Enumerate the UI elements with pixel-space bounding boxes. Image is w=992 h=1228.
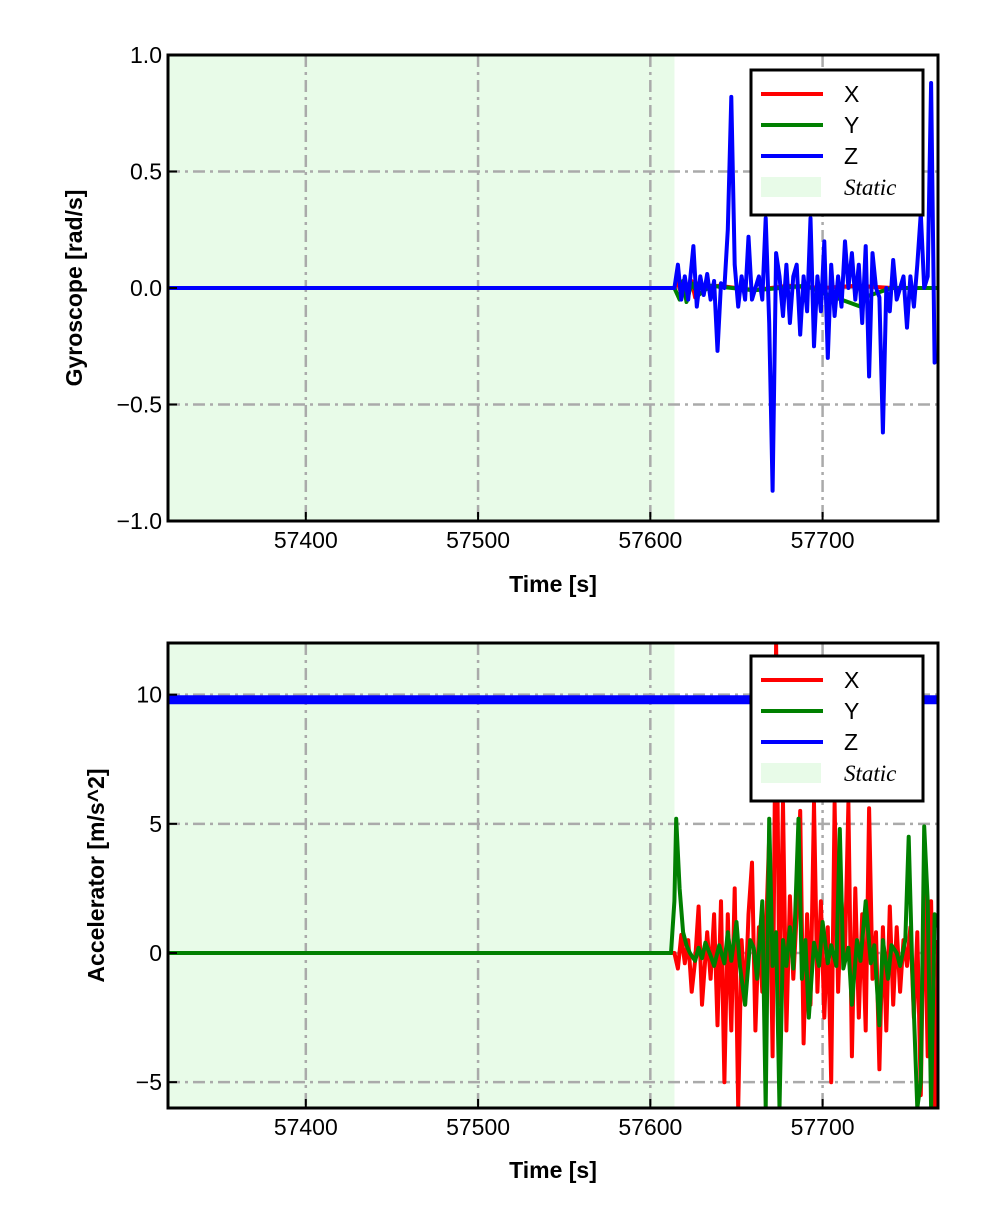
legend: XYZ Static (749, 654, 925, 803)
y-tick-label: −5 (136, 1069, 162, 1095)
x-tick-label: 57600 (618, 527, 682, 553)
series-line-z (168, 81, 938, 493)
y-tick-label: 0 (149, 940, 162, 966)
chart-panel-2: 57400 57500 57600 57700 −5 0 5 10 Time [s] Accele… (83, 641, 940, 1183)
x-tick-label: 57700 (791, 527, 855, 553)
y-axis-title: Gyroscope [rad/s] (61, 190, 87, 387)
legend-label-z: Z (844, 143, 858, 169)
legend-label-x: X (844, 81, 859, 107)
y-tick-label: −0.5 (117, 392, 162, 418)
legend-label-static: Static (844, 175, 896, 200)
y-tick-label: 0.5 (130, 159, 162, 185)
legend-swatch-static (761, 763, 821, 783)
legend-swatch-static (761, 177, 821, 197)
x-axis-title: Time [s] (509, 1157, 597, 1183)
axes-frame (166, 641, 940, 1110)
y-axis-title: Accelerator [m/s^2] (83, 768, 109, 982)
legend: XYZ Static (749, 68, 925, 217)
x-axis-title: Time [s] (509, 571, 597, 597)
legend-label-static: Static (844, 761, 896, 786)
x-tick-label: 57500 (446, 527, 510, 553)
y-tick-label: 1.0 (130, 42, 162, 68)
legend-label-z: Z (844, 729, 858, 755)
x-tick-label: 57400 (274, 1114, 338, 1140)
legend-label-y: Y (844, 698, 859, 724)
y-tick-label: 0.0 (130, 275, 162, 301)
y-tick-label: 5 (149, 811, 162, 837)
x-tick-label: 57700 (791, 1114, 855, 1140)
y-tick-label: −1.0 (117, 508, 162, 534)
y-tick-label: 10 (136, 682, 162, 708)
legend-label-y: Y (844, 112, 859, 138)
static-region (168, 643, 675, 1108)
x-tick-label: 57400 (274, 527, 338, 553)
legend-label-x: X (844, 667, 859, 693)
x-tick-label: 57500 (446, 1114, 510, 1140)
series-line-y (168, 816, 938, 1108)
chart-panel-1: 57400 57500 57600 57700 −1.0 −0.5 0.0 0.5 1.0 Tim… (61, 42, 940, 597)
series-group (168, 81, 938, 493)
x-tick-label: 57600 (618, 1114, 682, 1140)
